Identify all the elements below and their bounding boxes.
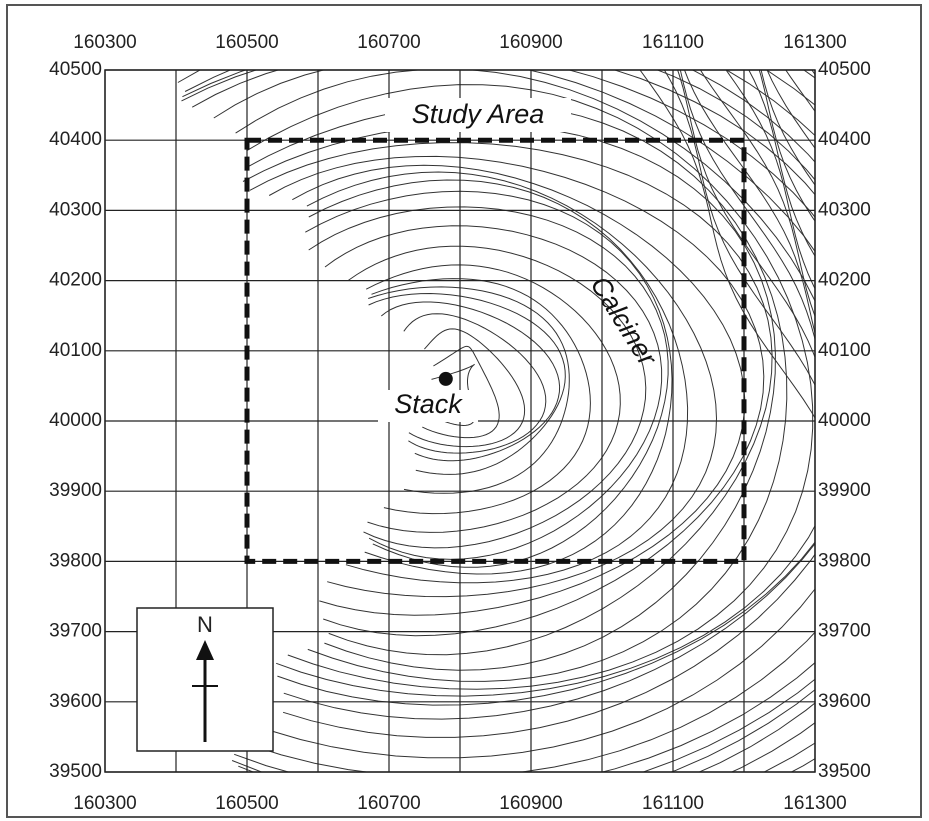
contour <box>235 70 815 697</box>
contour <box>677 70 815 359</box>
x-tick-label: 160700 <box>357 793 420 814</box>
y-tick-label: 39500 <box>818 761 871 782</box>
y-tick-label: 39900 <box>818 480 871 501</box>
contour <box>663 70 815 387</box>
contours <box>177 70 815 772</box>
contour <box>725 70 815 290</box>
contour <box>422 345 500 439</box>
stack-point <box>438 371 453 386</box>
x-tick-label: 161100 <box>642 793 704 814</box>
contour <box>785 70 815 113</box>
north-label: N <box>197 612 213 637</box>
contour <box>324 225 663 560</box>
y-tick-label: 39900 <box>49 480 102 501</box>
x-tick-label: 160300 <box>73 793 136 814</box>
x-tick-label: 160900 <box>499 793 562 814</box>
contour <box>184 70 815 772</box>
contour <box>182 70 815 759</box>
x-tick-label: 160700 <box>357 32 420 53</box>
y-tick-label: 40300 <box>818 199 871 220</box>
y-tick-label: 40200 <box>49 270 102 291</box>
label-bg <box>378 390 478 422</box>
contour <box>380 301 561 462</box>
contour <box>408 328 526 448</box>
y-tick-label: 39800 <box>49 550 102 571</box>
stack-label: Stack <box>394 389 463 419</box>
y-tick-label: 39500 <box>49 761 102 782</box>
y-tick-label: 40500 <box>818 59 871 80</box>
contour <box>368 292 566 475</box>
x-tick-label: 161300 <box>783 32 846 53</box>
contour <box>699 70 815 318</box>
contour <box>766 70 815 149</box>
contour <box>191 70 815 720</box>
contour <box>683 70 815 336</box>
y-tick-label: 40000 <box>818 410 871 431</box>
contour <box>371 278 591 515</box>
contour <box>365 264 621 533</box>
contour <box>368 286 570 494</box>
contour <box>181 70 815 738</box>
y-tick-label: 40400 <box>49 129 102 150</box>
contour <box>268 155 765 637</box>
contour <box>639 70 815 419</box>
contour <box>748 70 815 258</box>
y-tick-label: 40500 <box>49 59 102 80</box>
contour <box>308 206 669 568</box>
y-tick-label: 40300 <box>49 199 102 220</box>
x-tick-label: 160500 <box>215 32 278 53</box>
y-tick-label: 39700 <box>49 621 102 642</box>
contour <box>305 190 673 575</box>
arrow-head <box>196 640 214 660</box>
y-tick-label: 40400 <box>818 129 871 150</box>
contour <box>431 363 476 427</box>
contour <box>758 70 815 223</box>
y-tick-label: 40100 <box>49 340 102 361</box>
contour <box>306 171 718 598</box>
y-tick-label: 39700 <box>818 621 871 642</box>
y-tick-label: 39600 <box>49 691 102 712</box>
y-tick-label: 40200 <box>818 270 871 291</box>
y-tick-label: 39800 <box>818 550 871 571</box>
contour <box>348 245 647 549</box>
x-tick-label: 160500 <box>215 793 278 814</box>
north-arrow: N <box>136 607 274 752</box>
study-area-label: Study Area <box>412 99 545 129</box>
study-area <box>244 137 747 564</box>
y-tick-label: 40100 <box>818 340 871 361</box>
contour <box>760 70 815 186</box>
y-tick-label: 40000 <box>49 410 102 431</box>
y-tick-label: 39600 <box>818 691 871 712</box>
x-tick-label: 161300 <box>783 793 846 814</box>
x-tick-label: 160900 <box>499 32 562 53</box>
contour <box>246 84 814 690</box>
x-tick-label: 161100 <box>642 32 704 53</box>
x-tick-label: 160300 <box>73 32 136 53</box>
contour <box>213 70 815 706</box>
label-bg <box>385 98 571 132</box>
contour <box>679 70 815 342</box>
